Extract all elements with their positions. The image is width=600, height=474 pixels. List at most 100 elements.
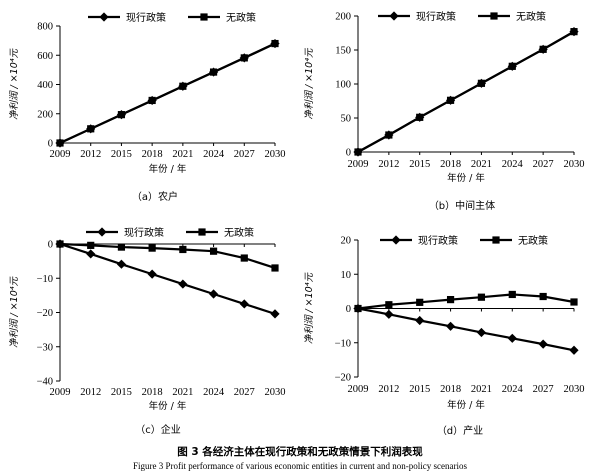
data-point [508,290,516,299]
panel-caption: （b）中间主体 [429,199,495,212]
data-point [415,112,425,122]
y-axis-title: 净利润 / ×10⁴元 [8,47,20,120]
data-point [416,298,424,306]
data-point [239,53,249,63]
legend-marker [200,13,208,21]
data-point [538,339,548,349]
legend-entry: 无政策 [224,226,254,239]
legend-marker [99,12,109,22]
legend-marker [391,235,401,245]
data-point [55,138,65,148]
chart-panel-4: −20 −10 0 10 20 2009 2012 2015 2018 2021 2024 2027 2… [303,234,585,437]
data-point [415,315,425,326]
x-tick-label: 2030 [265,387,286,398]
data-point [179,245,187,254]
y-tick-label: 0 [346,304,351,315]
y-tick-label: −40 [37,377,53,388]
legend-marker [492,236,500,244]
data-point [147,95,157,106]
legend: 现行政策 无政策 [88,11,256,24]
data-point [209,247,218,255]
data-point [476,78,487,88]
y-tick-label: 0 [48,139,53,150]
y-tick-label: 200 [335,12,351,23]
data-point [569,345,579,355]
x-tick-label: 2027 [234,149,255,160]
data-point [87,241,95,249]
data-point [477,293,486,301]
x-tick-label: 2012 [80,387,101,398]
legend-entry: 现行政策 [124,226,164,239]
x-tick-label: 2009 [50,149,71,160]
data-point [507,61,517,71]
y-tick-label: −30 [37,342,53,353]
series-line [59,42,276,144]
data-point [178,81,188,91]
legend-entry: 无政策 [518,234,548,247]
x-tick-label: 2021 [172,149,193,160]
data-point [116,110,127,120]
x-tick-label: 2009 [50,387,71,398]
x-tick-label: 2015 [409,384,430,395]
series-line [59,242,276,315]
y-tick-label: 0 [346,148,351,159]
legend: 现行政策 无政策 [380,234,548,247]
x-tick-label: 2009 [348,159,369,170]
data-point [271,264,279,272]
x-axis-title: 年份 / 年 [447,172,485,184]
y-tick-label: 800 [37,22,53,33]
x-tick-label: 2027 [533,159,554,170]
data-point [507,333,517,343]
data-point [117,243,126,251]
x-tick-label: 2030 [265,149,286,160]
x-tick-label: 2024 [203,387,225,398]
y-tick-label: 50 [341,114,352,125]
data-point [239,299,249,309]
x-tick-label: 2027 [234,387,255,398]
x-axis-title: 年份 / 年 [149,400,187,412]
data-point [148,244,156,252]
chart-panel-2: 0 50 100 150 200 2009 2012 2015 2018 2021 2024 2027… [303,10,585,212]
x-axis-title: 年份 / 年 [447,399,485,411]
series-line [59,242,276,270]
data-point [446,295,455,304]
x-tick-label: 2030 [564,384,585,395]
y-tick-label: 200 [37,109,53,120]
x-tick-label: 2015 [111,387,132,398]
series-current-policy [353,27,579,157]
y-axis-title: 净利润 / ×10⁴元 [8,275,20,348]
chart-panel-3: −40 −30 −20 −10 0 2009 2012 2015 2018 2021 2024 202… [8,226,286,436]
series-current-policy [353,303,579,355]
x-tick-label: 2030 [564,159,585,170]
data-point [569,27,579,37]
figure-caption-en: Figure 3 Profit performance of various e… [133,461,467,471]
data-point [270,309,280,319]
x-axis-title: 年份 / 年 [149,163,187,175]
data-point [55,239,65,249]
x-tick-label: 2021 [471,384,492,395]
chart-panel-1: 0 200 400 600 800 2009 2012 2015 2018 2021 2024 202… [8,11,286,203]
data-point [445,95,456,105]
data-point [178,279,188,289]
y-axis-title: 净利润 / ×10⁴元 [303,271,315,344]
data-point [570,298,578,306]
y-tick-label: −10 [37,274,53,285]
x-tick-label: 2009 [348,384,369,395]
x-tick-label: 2012 [80,149,101,160]
data-point [147,269,157,279]
x-tick-label: 2015 [111,149,132,160]
series-no-policy [56,240,279,272]
x-tick-label: 2024 [502,384,524,395]
y-tick-label: 600 [37,51,53,62]
data-point [270,38,280,49]
x-tick-label: 2012 [378,384,399,395]
x-tick-label: 2018 [142,387,163,398]
y-tick-label: 150 [335,46,351,57]
legend-marker [490,12,498,20]
series-line [357,293,575,310]
y-tick-label: 0 [48,240,53,251]
data-point [353,303,363,314]
y-tick-label: 10 [341,270,352,281]
series-current-policy [55,38,280,148]
